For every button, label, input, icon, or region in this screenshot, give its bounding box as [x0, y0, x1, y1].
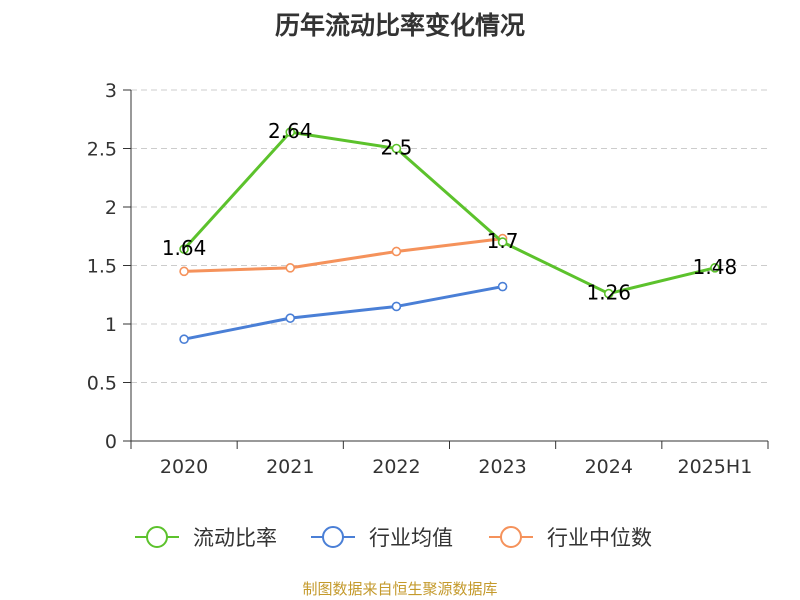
series-line-2 [184, 237, 503, 273]
series-line-0 [182, 130, 716, 296]
series-1-point-1 [285, 313, 296, 323]
data-labels: 1.64 2.64 2.5 1.7 1.26 1.48 [162, 119, 737, 304]
series-0-point-5 [710, 263, 720, 273]
y-tick-label: 0 [105, 431, 117, 453]
x-tick-label: 2024 [585, 456, 633, 478]
y-tick-label: 3 [105, 80, 117, 102]
legend-label: 流动比率 [193, 526, 277, 550]
series-0-point-0 [179, 244, 189, 254]
source-note: 制图数据来自恒生聚源数据库 [302, 580, 498, 598]
data-label: 2.64 [268, 119, 313, 143]
legend-label: 行业均值 [369, 526, 453, 550]
data-label: 1.26 [586, 281, 631, 305]
series-2-point-2 [391, 246, 402, 257]
grid-lines [131, 89, 768, 383]
legend-item-0[interactable]: 流动比率 [135, 526, 277, 550]
y-tick-label: 0.5 [87, 373, 117, 395]
y-tick-label: 2.5 [87, 139, 117, 161]
series-2-point-1 [285, 263, 296, 273]
series-layer [179, 127, 720, 345]
legend[interactable]: 流动比率 行业均值 行业中位数 [135, 526, 652, 550]
legend-item-1[interactable]: 行业均值 [311, 526, 453, 550]
x-tick-label: 2022 [372, 456, 420, 478]
y-tick-label: 1 [105, 314, 117, 336]
legend-circle-icon [146, 526, 168, 548]
series-0-point-1 [285, 127, 296, 137]
data-label: 1.7 [487, 229, 519, 253]
legend-circle-icon [322, 526, 344, 548]
x-tick-label: 2020 [160, 456, 208, 478]
data-label: 1.48 [693, 255, 738, 279]
x-tick-label: 2023 [478, 456, 526, 478]
series-line-1 [183, 285, 503, 341]
data-label: 1.64 [162, 236, 207, 260]
series-1-point-0 [179, 334, 189, 345]
series-2-point-0 [179, 266, 189, 277]
series-0-point-4 [603, 288, 614, 299]
x-tick-label: 2021 [266, 456, 314, 478]
legend-circle-icon [500, 526, 522, 548]
legend-label: 行业中位数 [547, 526, 652, 550]
y-tick-label: 2 [105, 197, 117, 219]
data-label: 2.5 [381, 136, 413, 160]
chart-title: 历年流动比率变化情况 [274, 11, 525, 40]
series-0-point-2 [391, 143, 402, 154]
x-tick-label: 2025H1 [678, 456, 753, 478]
y-tick-label: 1.5 [87, 256, 117, 278]
legend-item-2[interactable]: 行业中位数 [489, 526, 652, 550]
series-1-point-3 [497, 281, 508, 292]
series-0-point-3 [497, 237, 508, 247]
axes: 0 0.5 1 1.5 2 2.5 3 2020 2021 2022 2023 2024 2025H1 [87, 80, 769, 478]
series-1-point-2 [391, 301, 402, 312]
